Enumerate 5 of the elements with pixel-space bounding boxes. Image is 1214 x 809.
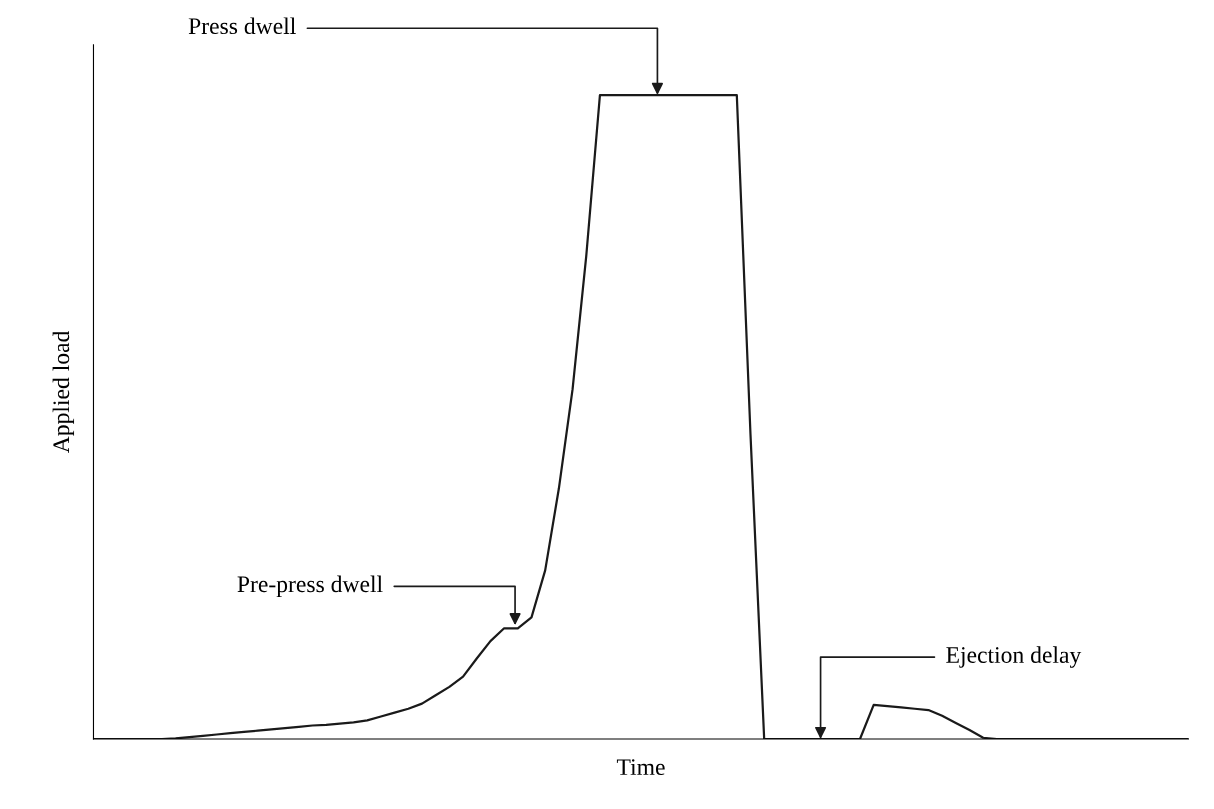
x-axis-title: Time (616, 759, 665, 776)
annotation: Pre-press dwell (237, 575, 383, 597)
text: Press dwell (188, 17, 296, 35)
y-axis-title: Applied load (52, 330, 75, 454)
annotation: Ejection delay (946, 646, 1082, 668)
